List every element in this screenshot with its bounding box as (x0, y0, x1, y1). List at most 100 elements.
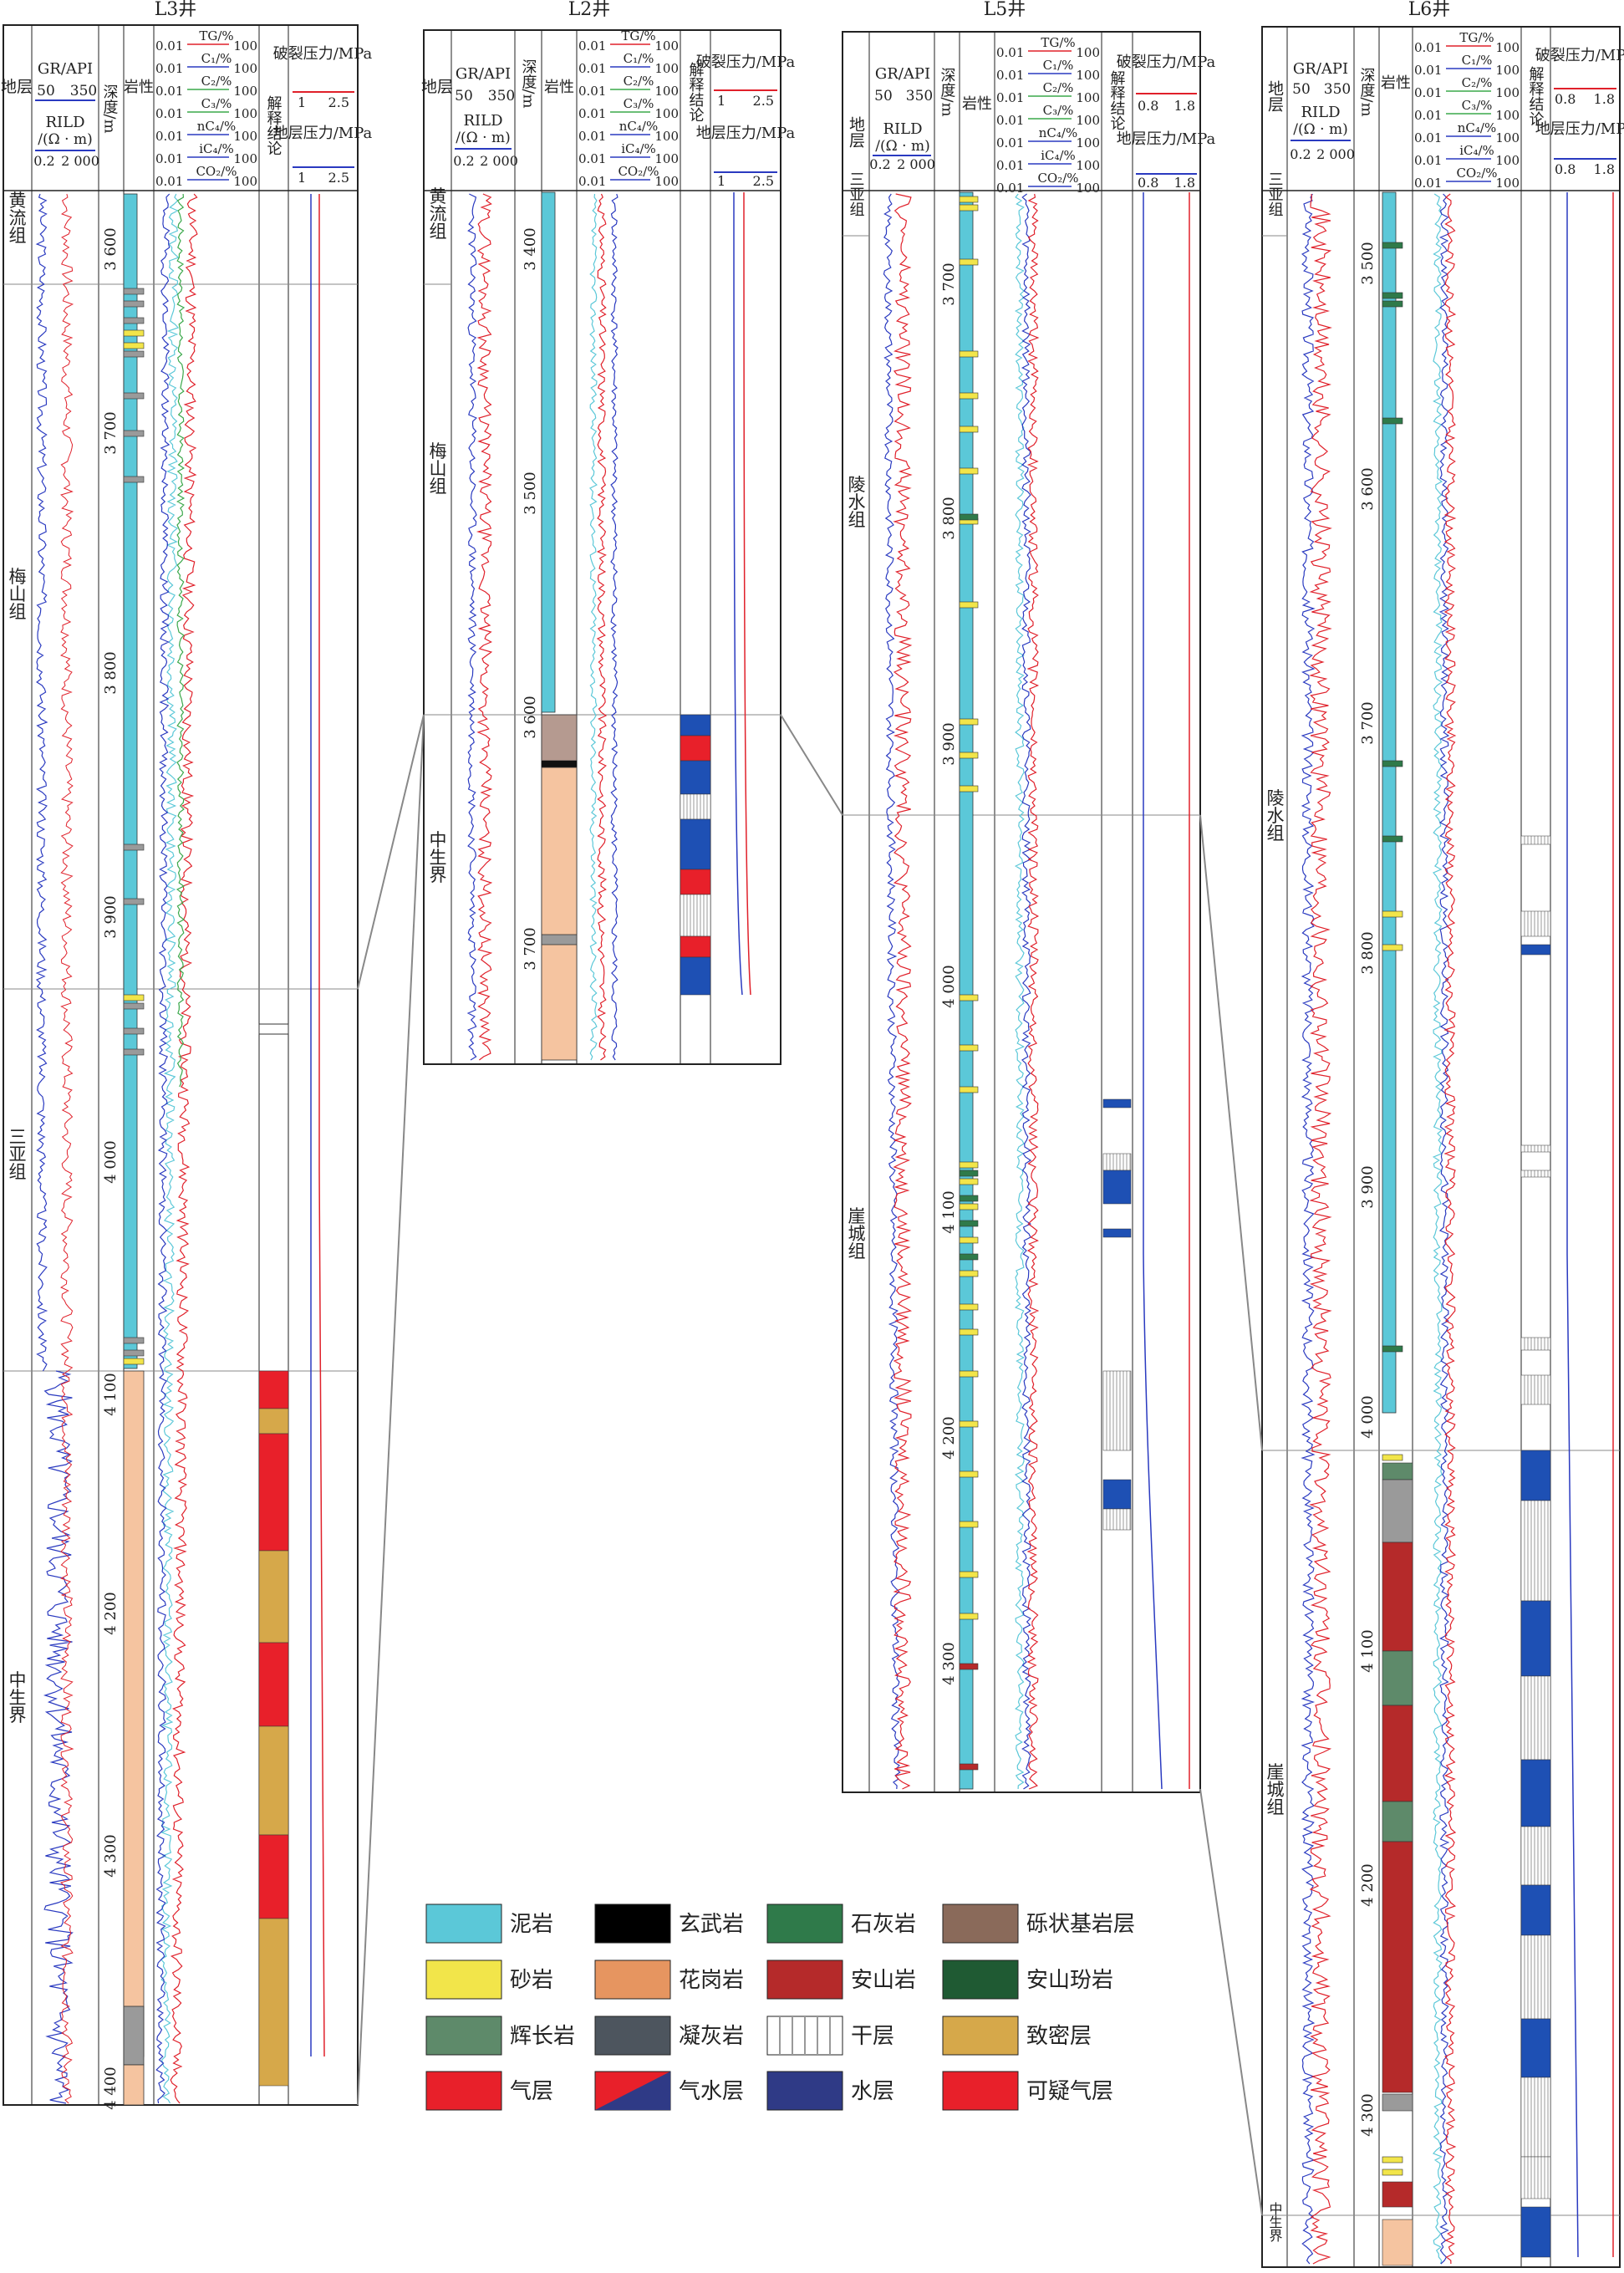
gas-max: 100 (1495, 40, 1520, 55)
pore-min: 0.8 (1138, 175, 1158, 191)
lith-band (959, 1470, 979, 1478)
legend-label: 可疑气层 (1026, 2079, 1113, 2104)
interp-layer (680, 793, 711, 820)
depth-tick: 4 400 (102, 2067, 120, 2110)
header-interp: 解释结论 (265, 95, 283, 155)
header-pore: 地层压力/MPa (1535, 120, 1624, 138)
legend-swatch-tuff (594, 2016, 671, 2056)
rild-max: 2 000 (1316, 146, 1355, 162)
header-gr: GR/API (875, 65, 930, 83)
gr-min: 50 (874, 88, 893, 104)
lith-band (1382, 1801, 1413, 1842)
interp-layer (258, 1918, 289, 2087)
frac-pressure-curve (743, 191, 751, 996)
interp-layer (1520, 1934, 1551, 2020)
lith-band (959, 1663, 979, 1670)
lith-band (123, 843, 145, 851)
lith-band (123, 430, 145, 437)
legend-swatch-basalt (594, 1904, 671, 1944)
well-L3: L3井 地层 GR/API 50 350 RILD /(Ω · m) 0.2 2… (1, 0, 373, 2110)
gas-curve-label: TG/% (621, 28, 655, 43)
interp-layer (680, 818, 711, 870)
gas-min: 0.01 (155, 174, 183, 189)
gas-curve-label: iC₄/% (621, 141, 656, 156)
track-frame (3, 24, 359, 2106)
header-lith: 岩性 (124, 79, 154, 96)
lith-band (959, 1253, 979, 1261)
log-curve (1301, 193, 1316, 2265)
depth-tick: 4 000 (102, 1140, 120, 1184)
lith-band (959, 392, 979, 400)
legend-label: 气水层 (679, 2079, 744, 2104)
gas-max: 100 (1495, 63, 1520, 78)
depth-tick: 3 900 (102, 895, 120, 939)
gas-curve-label: iC₄/% (199, 141, 234, 156)
lith-band (123, 329, 145, 337)
legend-label: 安山岩 (851, 1968, 916, 1993)
legend-swatch-limestone (766, 1904, 843, 1944)
header-depth: 深度/m (520, 59, 537, 108)
interp-layer (1520, 910, 1551, 937)
lith-band (1382, 1650, 1413, 1706)
gas-max: 100 (1076, 68, 1100, 83)
gas-min: 0.01 (996, 90, 1024, 105)
gas-min: 0.01 (1414, 108, 1442, 123)
lith-band (959, 1420, 979, 1428)
interp-layer (1520, 1144, 1551, 1153)
legend-swatch-andesite (766, 1960, 843, 2000)
interp-layer (1520, 1826, 1551, 1886)
gas-curve-label: CO₂/% (1456, 166, 1497, 181)
formation-label: 中生界 (427, 831, 447, 884)
depth-tick: 3 900 (1359, 1165, 1377, 1209)
well-title: L2井 (568, 0, 611, 20)
well-L2: L2井 地层 GR/API 50 350 RILD /(Ω · m) 0.2 2… (421, 0, 796, 1065)
lith-band (1382, 242, 1403, 249)
formation-label: 梅山组 (7, 568, 27, 620)
interp-layer (680, 869, 711, 895)
gas-curve-label: CO₂/% (196, 164, 237, 179)
gr-max: 350 (1324, 81, 1351, 98)
header-rild: RILD (45, 114, 84, 131)
depth-axis: 3 600 3 700 3 800 3 900 4 000 4 100 4 20… (102, 227, 120, 2110)
gr-max: 350 (488, 88, 515, 104)
lith-band (1382, 944, 1403, 951)
depth-tick: 3 400 (522, 227, 539, 271)
lith-band (959, 1161, 979, 1169)
log-curve (1309, 193, 1332, 2265)
lith-band (123, 1002, 145, 1010)
gas-curve-label: C₁/% (1043, 58, 1074, 73)
formation-label: 中生界 (7, 1671, 27, 1724)
gas-min: 0.01 (578, 151, 606, 166)
interp-layer (258, 1370, 289, 1409)
lith-band (959, 196, 979, 203)
pore-pressure-curve (733, 191, 743, 996)
depth-tick: 3 900 (940, 722, 958, 766)
formation-label: 崖城组 (1265, 1763, 1285, 1816)
gas-min: 0.01 (1414, 176, 1442, 191)
lith-band (123, 288, 145, 295)
depth-tick: 4 000 (1359, 1395, 1377, 1439)
depth-tick: 4 100 (102, 1373, 120, 1416)
interp-layer (1520, 835, 1551, 845)
gr-max: 350 (906, 88, 933, 104)
log-curve (1443, 193, 1457, 2265)
header-pore: 地层压力/MPa (273, 125, 373, 142)
gas-max: 100 (1495, 85, 1520, 100)
gas-curve-label: C₃/% (1462, 98, 1493, 113)
formation-label: 三亚组 (848, 171, 865, 217)
lith-band (123, 1048, 145, 1056)
gr-min: 50 (455, 88, 473, 104)
interp-layer (1520, 2077, 1551, 2158)
lith-band (123, 392, 145, 400)
log-curve (589, 193, 598, 1061)
gas-min: 0.01 (578, 174, 606, 189)
frac-min: 0.8 (1138, 98, 1158, 114)
pore-pressure-curve (1566, 192, 1579, 2258)
well-L6: L6井 地层 GR/API 50 350 RILD /(Ω · m) 0.2 2… (1261, 0, 1624, 2268)
gas-min: 0.01 (1414, 153, 1442, 168)
lith-band (1382, 2169, 1403, 2176)
header-depth: 深度/m (939, 67, 956, 116)
gas-min: 0.01 (578, 106, 606, 121)
gas-max: 100 (654, 106, 679, 121)
lith-band (959, 350, 979, 358)
